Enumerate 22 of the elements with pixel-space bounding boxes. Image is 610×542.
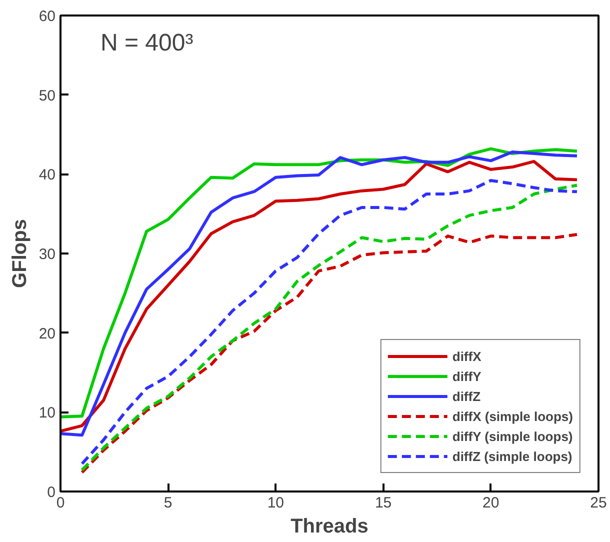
- x-tick-label: 15: [374, 494, 392, 512]
- y-tick-label: 10: [38, 404, 56, 422]
- x-axis-title: Threads: [290, 516, 368, 538]
- y-tick-label: 0: [47, 484, 56, 501]
- y-tick-label: 40: [38, 166, 56, 184]
- legend-label: diffY (simple loops): [452, 428, 573, 444]
- y-tick-label: 60: [38, 8, 56, 25]
- y-tick-label: 30: [38, 246, 56, 263]
- legend-label: diffX: [452, 348, 482, 364]
- x-tick-label: 5: [164, 494, 172, 512]
- legend-label: diffZ (simple loops): [452, 448, 572, 464]
- x-tick-label: 20: [482, 494, 500, 512]
- x-tick-label: 25: [590, 494, 607, 512]
- legend-label: diffZ: [452, 388, 481, 404]
- legend-label: diffX (simple loops): [452, 408, 573, 424]
- line-series: [80, 232, 578, 474]
- x-tick-label: 10: [267, 494, 284, 512]
- y-tick-label: 20: [38, 325, 56, 342]
- y-tick-label: 50: [38, 87, 56, 104]
- legend-label: diffY: [452, 368, 482, 384]
- y-axis-title: GFlops: [8, 219, 31, 288]
- annotation: N = 400³: [100, 30, 194, 56]
